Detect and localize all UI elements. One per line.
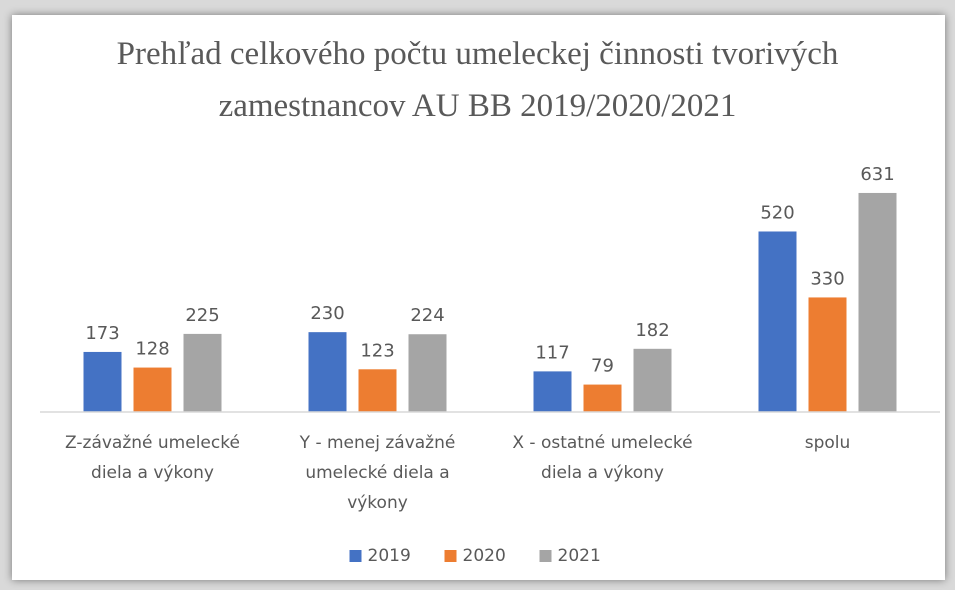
data-label: 173 [85,323,119,344]
legend-swatch [444,550,457,562]
bar [858,192,897,412]
bar [758,231,797,412]
data-label: 79 [591,356,614,377]
bar [358,369,397,412]
bar [808,297,847,412]
data-label: 330 [810,268,844,289]
bar [183,333,222,412]
bar [633,348,672,412]
x-tick-label: X - ostatné umelecké diela a výkony [512,433,693,483]
bar [133,367,172,412]
x-tick-label: Z-závažné umelecké diela a výkony [65,433,240,483]
data-label: 128 [135,339,169,360]
data-label: 225 [185,305,219,326]
legend-swatch [349,550,362,562]
legend-swatch [539,550,552,562]
bar [533,371,572,412]
bar [583,384,622,412]
data-label: 182 [635,320,669,341]
legend-label: 2021 [558,546,601,566]
data-label: 117 [535,342,569,363]
bar [308,332,347,412]
bar [83,351,122,412]
data-label: 520 [760,202,794,223]
data-label: 230 [310,303,344,324]
data-label: 631 [860,164,894,185]
chart-title: Prehľad celkového počtu umeleckej činnos… [116,36,839,124]
data-label: 123 [360,340,394,361]
legend-label: 2019 [368,546,411,566]
legend-label: 2020 [463,546,506,566]
data-label: 224 [410,305,444,326]
x-tick-label: spolu [804,433,851,453]
bar [408,334,447,412]
x-tick-label: Y - menej závažné umelecké diela a výkon… [299,433,456,513]
